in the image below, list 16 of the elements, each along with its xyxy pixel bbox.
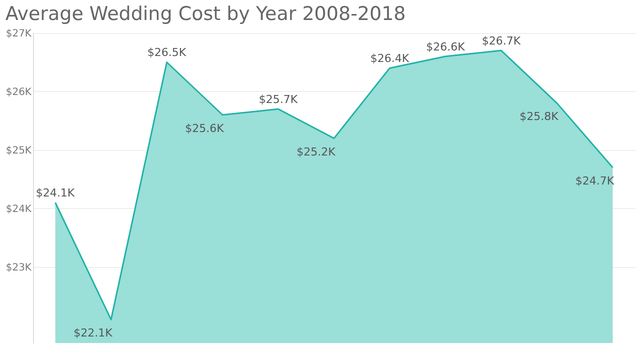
data-label: $25.8K (520, 110, 560, 124)
data-label: $25.2K (296, 145, 336, 158)
chart-title: Average Wedding Cost by Year 2008-2018 (5, 3, 406, 25)
data-label: $25.7K (258, 93, 298, 106)
y-tick-label: $24K (6, 204, 32, 215)
data-label: $26.6K (426, 40, 466, 54)
y-tick-label: $25K (6, 145, 32, 156)
data-label: $24.1K (36, 186, 76, 200)
y-tick-label: $27K (6, 28, 32, 40)
data-label: $26.7K (482, 34, 522, 48)
data-label: $25.6K (185, 122, 225, 135)
y-tick-label: $23K (6, 262, 32, 274)
data-label: $26.4K (370, 52, 410, 66)
y-tick-label: $26K (6, 86, 32, 98)
data-label: $22.1K (74, 326, 114, 340)
data-label: $26.5K (147, 46, 187, 60)
